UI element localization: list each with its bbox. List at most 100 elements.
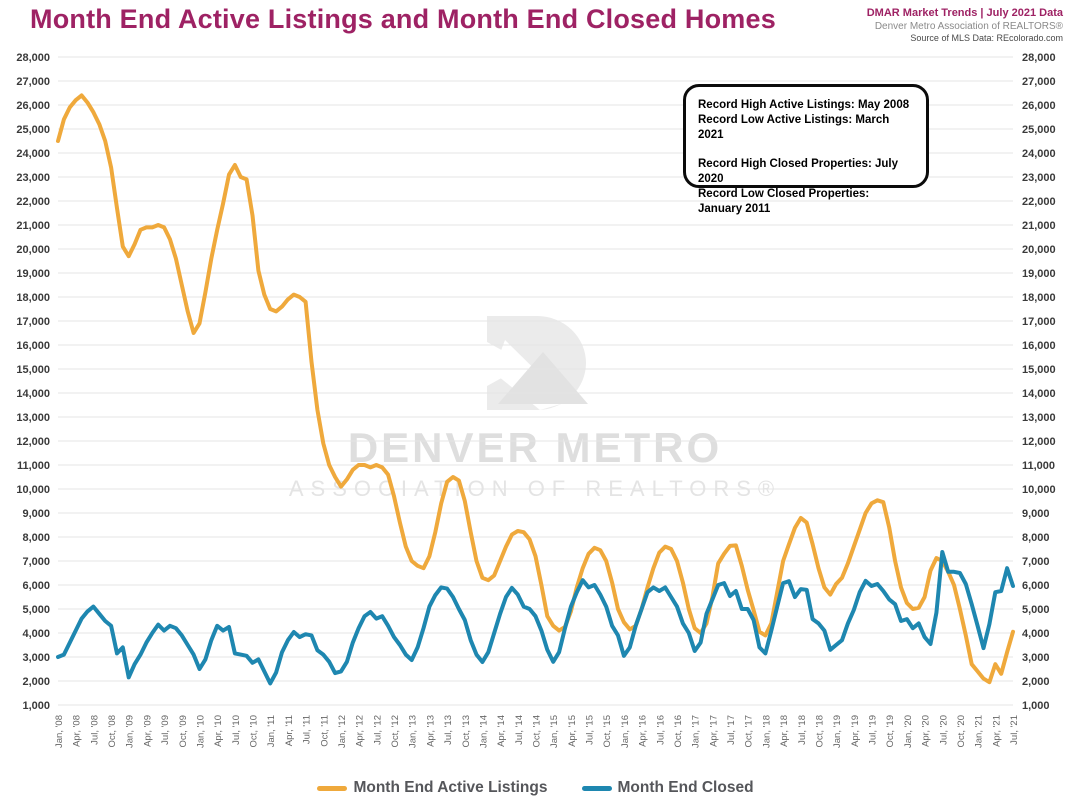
y-tick-label-right: 24,000 bbox=[1022, 148, 1056, 160]
x-tick-label: Apr, '11 bbox=[284, 715, 295, 746]
y-tick-label-right: 17,000 bbox=[1022, 316, 1056, 328]
legend-item-closed: Month End Closed bbox=[581, 779, 754, 797]
y-tick-label-right: 4,000 bbox=[1022, 628, 1050, 640]
dmar-logo-icon bbox=[487, 316, 588, 410]
x-tick-label: Apr, '08 bbox=[72, 715, 83, 747]
y-tick-label-left: 28,000 bbox=[16, 52, 50, 64]
y-tick-label-left: 17,000 bbox=[16, 316, 50, 328]
dmar-watermark: DENVER METRO ASSOCIATION OF REALTORS® bbox=[289, 316, 774, 501]
y-tick-label-left: 9,000 bbox=[22, 508, 50, 520]
y-tick-label-right: 21,000 bbox=[1022, 220, 1056, 232]
active-listings-line-swatch bbox=[317, 785, 348, 791]
x-tick-label: Apr, '13 bbox=[425, 715, 436, 747]
x-tick-label: Oct, '10 bbox=[249, 715, 260, 747]
x-tick-label: Jan, '10 bbox=[195, 715, 206, 748]
x-tick-label: Jul, '08 bbox=[89, 715, 100, 745]
y-tick-label-left: 25,000 bbox=[16, 124, 50, 136]
x-tick-label: Oct, '12 bbox=[390, 715, 401, 747]
x-tick-label: Jul, '09 bbox=[160, 715, 171, 745]
y-tick-label-right: 15,000 bbox=[1022, 364, 1056, 376]
y-tick-label-right: 19,000 bbox=[1022, 268, 1056, 280]
meta-report-name: DMAR Market Trends | July 2021 Data bbox=[866, 7, 1063, 19]
y-tick-label-left: 22,000 bbox=[16, 196, 50, 208]
x-tick-label: Oct, '13 bbox=[461, 715, 472, 747]
x-tick-label: Jul, '13 bbox=[443, 715, 454, 745]
x-tick-label: Jul, '16 bbox=[655, 715, 666, 745]
y-tick-label-right: 13,000 bbox=[1022, 412, 1056, 424]
record-annotation-box: Record High Active Listings: May 2008 Re… bbox=[683, 84, 929, 215]
y-tick-label-left: 13,000 bbox=[16, 412, 50, 424]
annotation-gap bbox=[698, 143, 914, 157]
y-tick-label-right: 28,000 bbox=[1022, 52, 1056, 64]
x-tick-label: Apr, '19 bbox=[850, 715, 861, 747]
x-tick-label: Jul, '21 bbox=[1009, 715, 1020, 745]
y-tick-label-right: 16,000 bbox=[1022, 340, 1056, 352]
page-title: Month End Active Listings and Month End … bbox=[30, 4, 776, 34]
x-tick-label: Oct, '09 bbox=[178, 715, 189, 747]
chart-legend: Month End Active Listings Month End Clos… bbox=[0, 779, 1071, 797]
y-tick-label-left: 3,000 bbox=[22, 652, 50, 664]
x-tick-label: Jan, '13 bbox=[408, 715, 419, 748]
x-tick-label: Apr, '12 bbox=[355, 715, 366, 747]
y-tick-label-right: 5,000 bbox=[1022, 604, 1050, 616]
x-tick-label: Jan, '21 bbox=[974, 715, 985, 748]
annotation-line-3: Record High Closed Properties: July 2020 bbox=[698, 158, 899, 185]
y-tick-label-left: 12,000 bbox=[16, 436, 50, 448]
y-tick-label-right: 12,000 bbox=[1022, 436, 1056, 448]
y-tick-label-left: 15,000 bbox=[16, 364, 50, 376]
y-tick-label-right: 26,000 bbox=[1022, 100, 1056, 112]
y-tick-label-right: 10,000 bbox=[1022, 484, 1056, 496]
x-tick-label: Jan, '11 bbox=[266, 715, 277, 747]
annotation-line-2: Record Low Active Listings: March 2021 bbox=[698, 114, 890, 141]
y-tick-label-left: 4,000 bbox=[22, 628, 50, 640]
y-axis-right-labels: 1,000 2,000 3,000 4,000 5,000 6,000 7,000 8,000… bbox=[1022, 52, 1056, 712]
x-tick-label: Jul, '14 bbox=[514, 715, 525, 745]
x-tick-label: Oct, '14 bbox=[532, 715, 543, 747]
legend-label-closed: Month End Closed bbox=[617, 779, 754, 796]
y-tick-label-right: 6,000 bbox=[1022, 580, 1050, 592]
y-tick-label-left: 1,000 bbox=[22, 700, 50, 712]
x-tick-label: Oct, '08 bbox=[107, 715, 118, 747]
x-tick-label: Jan, '19 bbox=[832, 715, 843, 748]
annotation-line-1: Record High Active Listings: May 2008 bbox=[698, 99, 910, 111]
x-tick-label: Apr, '16 bbox=[638, 715, 649, 747]
y-tick-label-right: 11,000 bbox=[1022, 460, 1055, 472]
meta-source: Source of MLS Data: REcolorado.com bbox=[910, 33, 1063, 44]
y-tick-label-right: 14,000 bbox=[1022, 388, 1056, 400]
x-tick-label: Apr, '17 bbox=[708, 715, 719, 747]
y-tick-label-right: 1,000 bbox=[1022, 700, 1050, 712]
y-tick-label-right: 2,000 bbox=[1022, 676, 1050, 688]
y-tick-label-left: 10,000 bbox=[16, 484, 50, 496]
y-tick-label-left: 5,000 bbox=[22, 604, 50, 616]
y-tick-label-left: 24,000 bbox=[16, 148, 50, 160]
annotation-line-4: Record Low Closed Properties: January 20… bbox=[698, 188, 870, 215]
closed-line-swatch bbox=[581, 785, 612, 791]
y-tick-label-left: 26,000 bbox=[16, 100, 50, 112]
x-tick-label: Apr, '09 bbox=[142, 715, 153, 747]
x-tick-label: Jul, '12 bbox=[372, 715, 383, 745]
x-tick-label: Jan, '18 bbox=[761, 715, 772, 748]
x-tick-label: Oct, '18 bbox=[814, 715, 825, 747]
y-tick-label-right: 18,000 bbox=[1022, 292, 1056, 304]
y-tick-label-left: 27,000 bbox=[16, 76, 50, 88]
y-tick-label-left: 19,000 bbox=[16, 268, 50, 280]
x-tick-label: Jul, '10 bbox=[231, 715, 242, 745]
x-tick-label: Jan, '08 bbox=[54, 715, 65, 748]
y-tick-label-right: 23,000 bbox=[1022, 172, 1056, 184]
x-tick-label: Jul, '17 bbox=[726, 715, 737, 745]
y-tick-label-left: 14,000 bbox=[16, 388, 50, 400]
header-meta: DMAR Market Trends | July 2021 Data Denv… bbox=[867, 7, 1063, 45]
y-tick-label-right: 3,000 bbox=[1022, 652, 1050, 664]
x-tick-label: Oct, '17 bbox=[744, 715, 755, 747]
y-tick-label-left: 18,000 bbox=[16, 292, 50, 304]
x-tick-label: Apr, '14 bbox=[496, 715, 507, 747]
y-tick-label-right: 7,000 bbox=[1022, 556, 1050, 568]
meta-association: Denver Metro Association of REALTORS® bbox=[874, 20, 1063, 32]
y-tick-label-right: 8,000 bbox=[1022, 532, 1050, 544]
x-tick-label: Jan, '12 bbox=[337, 715, 348, 748]
x-tick-label: Oct, '16 bbox=[673, 715, 684, 747]
x-tick-label: Apr, '20 bbox=[921, 715, 932, 747]
x-tick-label: Jan, '17 bbox=[691, 715, 702, 748]
x-tick-label: Jul, '15 bbox=[585, 715, 596, 745]
